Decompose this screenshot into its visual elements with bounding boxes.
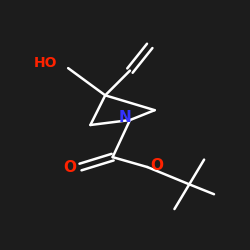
Text: O: O [63, 160, 76, 174]
Text: O: O [151, 158, 164, 173]
Text: N: N [119, 110, 132, 125]
Text: HO: HO [34, 56, 58, 70]
